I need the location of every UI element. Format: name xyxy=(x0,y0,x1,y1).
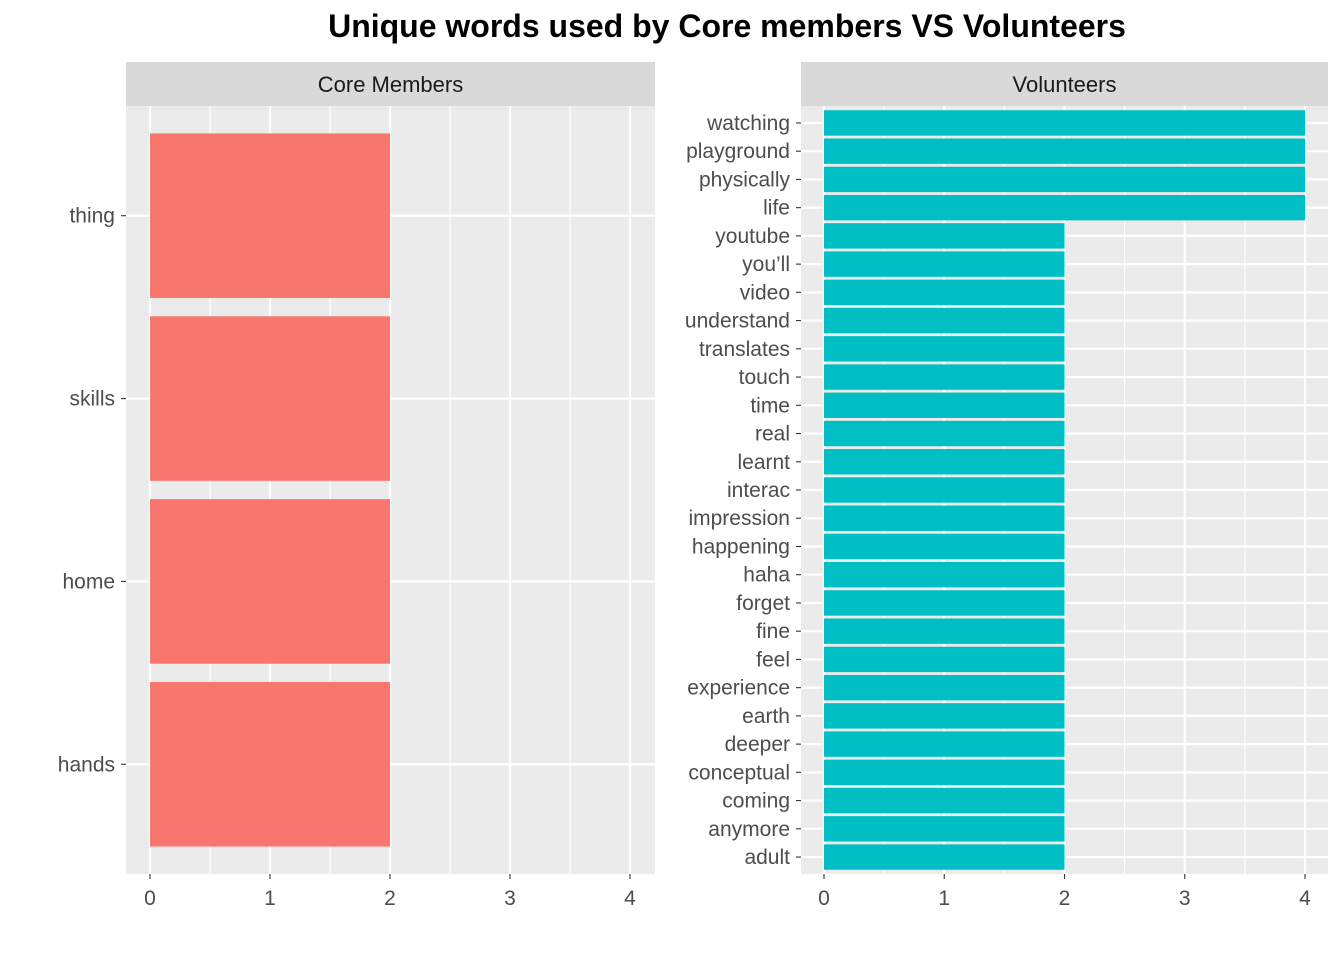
category-label-vol: video xyxy=(740,281,790,304)
category-label-core: hands xyxy=(58,753,115,776)
bar-vol-playground xyxy=(824,138,1305,164)
bar-vol-life xyxy=(824,194,1305,221)
x-tick-label-vol: 1 xyxy=(938,887,950,910)
category-label-vol: translates xyxy=(699,338,790,361)
x-tick-label-vol: 3 xyxy=(1179,887,1191,910)
x-tick-label-core: 0 xyxy=(144,887,156,910)
facet-strip-label-vol: Volunteers xyxy=(1013,72,1117,97)
category-label-vol: interac xyxy=(727,479,790,502)
bar-vol-you’ll xyxy=(824,251,1065,277)
category-label-core: skills xyxy=(70,388,116,411)
bar-vol-watching xyxy=(824,110,1305,136)
bar-vol-impression xyxy=(824,505,1065,531)
category-label-core: thing xyxy=(69,205,115,228)
bar-core-thing xyxy=(150,133,390,298)
category-label-vol: youtube xyxy=(715,225,790,248)
chart-title-text: Unique words used by Core members VS Vol… xyxy=(328,8,1126,44)
bar-core-hands xyxy=(150,682,390,847)
category-label-vol: time xyxy=(750,394,790,417)
bar-vol-video xyxy=(824,279,1065,306)
bar-vol-fine xyxy=(824,618,1065,644)
category-label-vol: physically xyxy=(699,168,791,191)
bar-vol-youtube xyxy=(824,223,1065,249)
x-tick-label-core: 4 xyxy=(624,887,636,910)
category-label-vol: feel xyxy=(756,648,790,671)
category-label-vol: happening xyxy=(692,535,790,558)
bar-vol-interac xyxy=(824,477,1065,503)
bar-vol-anymore xyxy=(824,816,1065,842)
category-label-vol: real xyxy=(755,423,790,446)
category-label-vol: life xyxy=(763,197,790,220)
bar-vol-learnt xyxy=(824,449,1065,475)
category-label-vol: playground xyxy=(686,140,790,163)
x-tick-label-vol: 2 xyxy=(1059,887,1071,910)
category-label-vol: you’ll xyxy=(742,253,790,276)
category-label-vol: haha xyxy=(743,564,790,587)
facet-strip-core xyxy=(126,62,655,106)
bar-vol-coming xyxy=(824,787,1065,814)
category-label-vol: experience xyxy=(687,677,790,700)
bar-vol-real xyxy=(824,420,1065,447)
bar-vol-haha xyxy=(824,562,1065,588)
bar-vol-forget xyxy=(824,590,1065,616)
bar-core-home xyxy=(150,499,390,664)
category-label-vol: fine xyxy=(756,620,790,643)
category-label-core: home xyxy=(62,570,115,593)
category-label-vol: watching xyxy=(706,112,790,135)
bar-vol-happening xyxy=(824,533,1065,560)
category-label-vol: anymore xyxy=(708,818,790,841)
category-label-vol: forget xyxy=(736,592,790,615)
category-label-vol: deeper xyxy=(725,733,790,756)
x-tick-label-core: 3 xyxy=(504,887,516,910)
x-tick-label-core: 2 xyxy=(384,887,396,910)
bar-vol-physically xyxy=(824,166,1305,193)
bar-vol-understand xyxy=(824,307,1065,334)
category-label-vol: impression xyxy=(688,507,790,530)
x-tick-label-core: 1 xyxy=(264,887,276,910)
bar-vol-translates xyxy=(824,336,1065,362)
category-label-vol: earth xyxy=(742,705,790,728)
bar-core-skills xyxy=(150,316,390,481)
bar-vol-feel xyxy=(824,646,1065,673)
category-label-vol: understand xyxy=(685,310,790,333)
bar-vol-earth xyxy=(824,703,1065,729)
category-label-vol: conceptual xyxy=(688,761,790,784)
facet-strip-vol xyxy=(801,62,1328,106)
bar-vol-touch xyxy=(824,364,1065,390)
x-tick-label-vol: 4 xyxy=(1299,887,1311,910)
category-label-vol: adult xyxy=(744,846,790,869)
facet-strip-label-core: Core Members xyxy=(318,72,463,97)
bar-vol-adult xyxy=(824,844,1065,870)
category-label-vol: learnt xyxy=(737,451,790,474)
bar-vol-time xyxy=(824,392,1065,418)
category-label-vol: touch xyxy=(739,366,790,389)
x-tick-label-vol: 0 xyxy=(818,887,830,910)
bar-vol-deeper xyxy=(824,731,1065,757)
bar-vol-conceptual xyxy=(824,759,1065,786)
bar-vol-experience xyxy=(824,674,1065,701)
category-label-vol: coming xyxy=(722,790,790,813)
